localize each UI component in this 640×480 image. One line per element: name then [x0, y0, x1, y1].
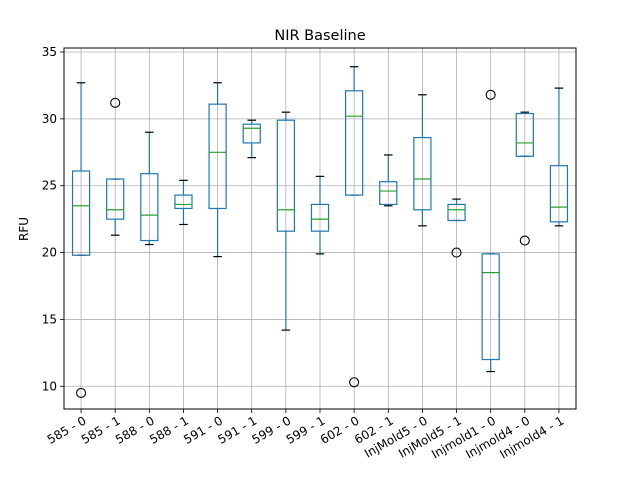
- box-group-0: [71, 82, 91, 399]
- box: [481, 253, 500, 361]
- grid: [64, 48, 576, 409]
- box: [106, 178, 125, 220]
- box: [276, 119, 296, 232]
- box-group-14: [549, 87, 569, 227]
- y-tick-label: 20: [42, 246, 57, 260]
- box-group-12: [481, 89, 500, 373]
- outlier-point: [519, 235, 530, 246]
- outlier-point: [485, 89, 496, 100]
- box-group-10: [413, 94, 432, 227]
- box: [345, 90, 364, 196]
- box-group-7: [310, 175, 330, 255]
- outlier-point: [349, 377, 360, 388]
- box: [310, 203, 330, 232]
- y-tick-label: 25: [42, 179, 57, 193]
- box-group-6: [276, 111, 296, 331]
- box: [447, 203, 466, 222]
- box: [71, 170, 91, 256]
- box-group-1: [106, 97, 125, 236]
- outlier-point: [451, 247, 462, 258]
- box: [515, 112, 534, 157]
- box: [413, 136, 432, 211]
- y-tick-label: 30: [42, 112, 57, 126]
- y-tick-label: 10: [42, 379, 57, 393]
- box-group-5: [242, 119, 261, 159]
- y-tick-label: 15: [42, 312, 57, 326]
- boxplots: [71, 66, 569, 399]
- chart-title: NIR Baseline: [274, 28, 365, 44]
- outlier-point: [76, 387, 87, 399]
- box: [242, 123, 261, 144]
- y-axis-label: RFU: [17, 217, 31, 241]
- box-group-2: [140, 131, 159, 246]
- box-group-4: [208, 82, 227, 258]
- outlier-point: [110, 97, 121, 108]
- box: [549, 165, 569, 223]
- box-group-9: [379, 154, 398, 207]
- box-group-3: [174, 179, 193, 226]
- y-tick-label: 35: [42, 45, 57, 59]
- box-group-11: [447, 198, 466, 258]
- box: [379, 181, 398, 206]
- box: [208, 103, 227, 210]
- box-group-8: [345, 66, 364, 388]
- box: [140, 173, 159, 242]
- box: [174, 194, 193, 210]
- box-group-13: [515, 111, 534, 246]
